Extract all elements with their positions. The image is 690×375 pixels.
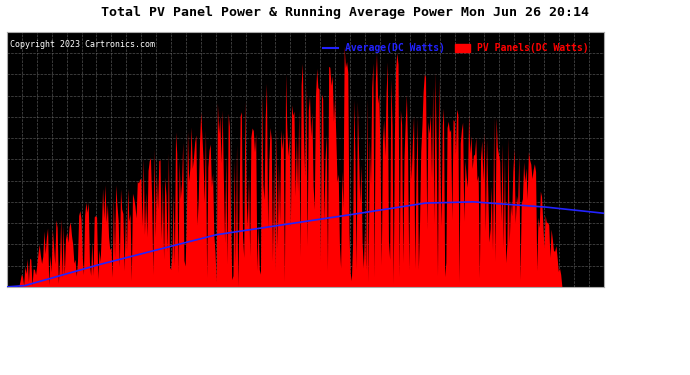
Legend: Average(DC Watts), PV Panels(DC Watts): Average(DC Watts), PV Panels(DC Watts) xyxy=(319,39,593,57)
Text: Total PV Panel Power & Running Average Power Mon Jun 26 20:14: Total PV Panel Power & Running Average P… xyxy=(101,6,589,19)
Text: Copyright 2023 Cartronics.com: Copyright 2023 Cartronics.com xyxy=(10,39,155,48)
